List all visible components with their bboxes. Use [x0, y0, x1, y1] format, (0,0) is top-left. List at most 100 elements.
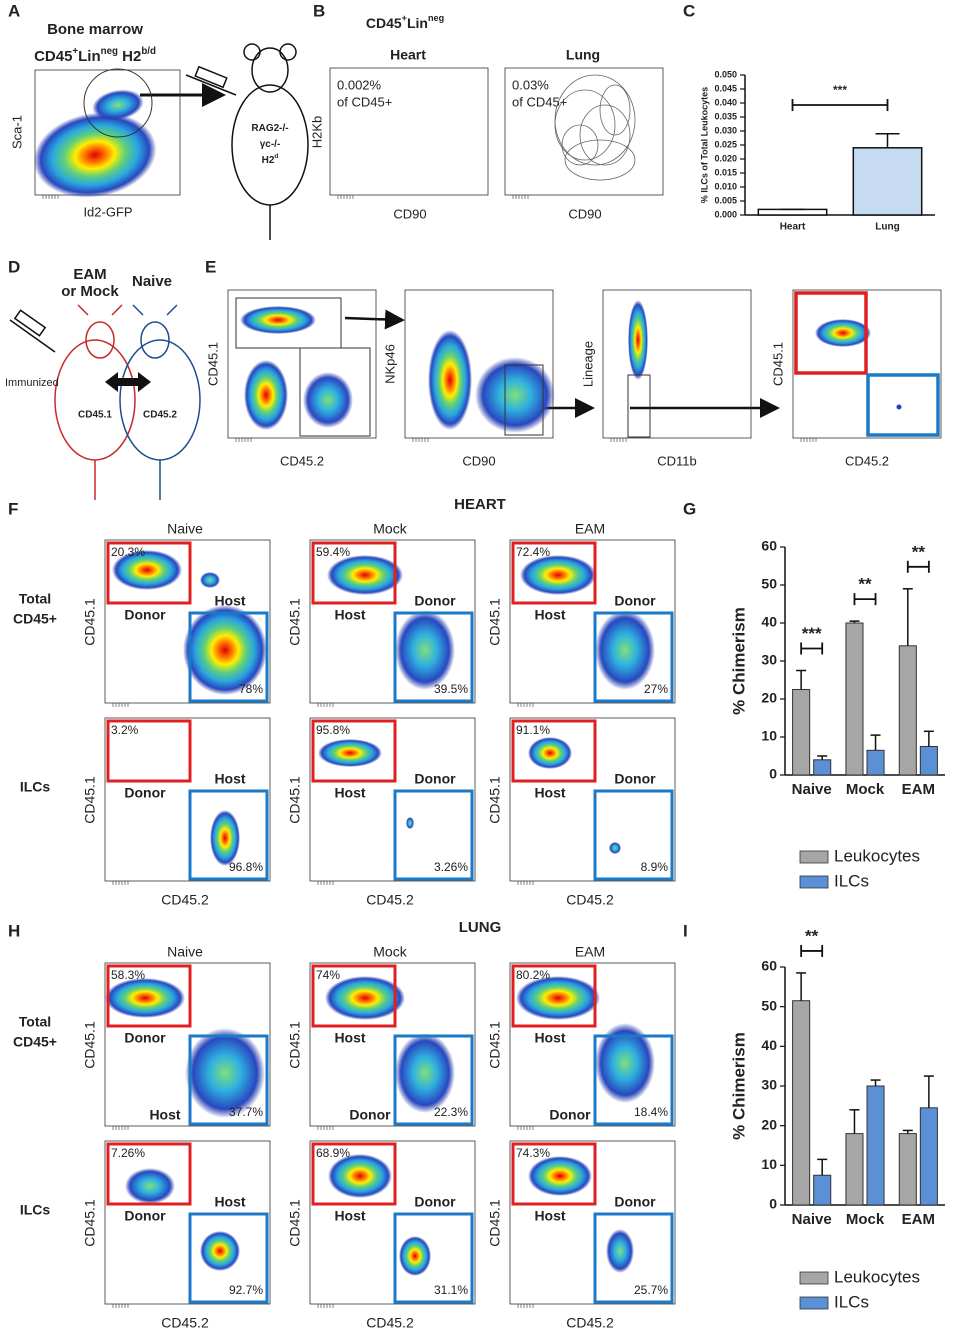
- label: CD45.1: [205, 342, 220, 386]
- contour: [599, 84, 631, 136]
- panel-letter: H: [8, 921, 20, 940]
- text-part: CD45: [34, 48, 72, 65]
- y-tick-label: 0.000: [714, 209, 737, 219]
- label: CD45+Linneg H2b/d: [34, 46, 156, 65]
- label: 31.1%: [434, 1283, 468, 1297]
- plot-frame: [329, 67, 489, 196]
- density: [815, 319, 871, 347]
- density: [399, 1236, 431, 1276]
- label: 78%: [239, 682, 263, 696]
- label: CD45.1: [770, 342, 785, 386]
- mouse-illustration: [185, 43, 309, 240]
- density: [595, 1023, 655, 1103]
- density: [528, 1156, 592, 1196]
- text-part: Lin: [407, 15, 428, 31]
- gate: [593, 1034, 674, 1126]
- plot-frame: [309, 717, 476, 882]
- label: Donor: [124, 1030, 166, 1046]
- bar: [866, 1085, 885, 1206]
- label: 0.03%: [512, 77, 549, 92]
- label: CD45.1: [82, 776, 98, 824]
- gate: [106, 719, 192, 783]
- y-tick-label: 20: [761, 1116, 777, 1132]
- density: [210, 810, 240, 866]
- legend-label: Leukocytes: [834, 1267, 920, 1286]
- label: % ILCs of Total Leukocytes: [699, 87, 709, 203]
- label: CD45.1: [287, 598, 303, 646]
- density: [244, 360, 288, 430]
- legend-swatch: [799, 875, 829, 889]
- label: 74.3%: [516, 1146, 550, 1160]
- text-part: +: [402, 13, 407, 23]
- label: CD45.2: [143, 410, 177, 421]
- y-tick-label: 0.010: [714, 181, 737, 191]
- label: 25.7%: [634, 1283, 668, 1297]
- panel-letter: D: [8, 257, 20, 276]
- label: 7.26%: [111, 1146, 145, 1160]
- panel-letter: A: [8, 1, 20, 20]
- density: [520, 555, 596, 595]
- gate: [393, 1034, 474, 1126]
- label: Host: [534, 1208, 565, 1224]
- gate: [188, 611, 269, 703]
- label: Host: [334, 785, 365, 801]
- parabiosis-illustration: [9, 304, 201, 500]
- label: Donor: [349, 1107, 391, 1123]
- gate: [311, 1142, 397, 1206]
- label: HEART: [454, 496, 506, 513]
- density: [183, 605, 267, 695]
- plot-frame: [602, 289, 752, 439]
- y-tick-label: 10: [761, 1156, 777, 1172]
- gate: [311, 719, 397, 783]
- plot-frame: [792, 289, 942, 439]
- gate: [299, 347, 371, 437]
- plot-frame: [104, 717, 271, 882]
- y-tick-label: 0.040: [714, 97, 737, 107]
- plot-frame: [309, 962, 476, 1127]
- x-tick-label: EAM: [902, 1211, 935, 1228]
- significance: **: [805, 926, 819, 945]
- text-part: +: [72, 46, 78, 57]
- panel-letter: B: [313, 1, 325, 20]
- label: 58.3%: [111, 968, 145, 982]
- label: 22.3%: [434, 1105, 468, 1119]
- density: [125, 1168, 175, 1204]
- label: Host: [214, 771, 245, 787]
- panel-letter: C: [683, 1, 695, 20]
- label: Mock: [373, 944, 407, 960]
- label: % Chimerism: [729, 607, 748, 715]
- legend-swatch: [799, 1271, 829, 1285]
- label: Host: [334, 1208, 365, 1224]
- label: 0.002%: [337, 77, 382, 92]
- gate: [511, 719, 597, 783]
- label: Donor: [414, 593, 456, 609]
- label: ILCs: [20, 1202, 51, 1218]
- text-part: neg: [428, 13, 444, 23]
- text-part: CD45: [366, 15, 402, 31]
- label: 91.1%: [516, 723, 550, 737]
- label: 37.7%: [229, 1105, 263, 1119]
- label: CD45.2: [566, 892, 614, 908]
- label: Donor: [614, 771, 656, 787]
- bar: [845, 622, 864, 776]
- label: Naive: [132, 273, 172, 290]
- label: CD45.1: [287, 1021, 303, 1069]
- plot-frame: [509, 539, 676, 704]
- y-tick-label: 60: [761, 958, 777, 974]
- gate: [83, 68, 153, 138]
- label: Host: [534, 1030, 565, 1046]
- label: CD45.1: [487, 598, 503, 646]
- label: EAM: [73, 266, 106, 283]
- density: [105, 978, 185, 1018]
- gate: [311, 541, 397, 605]
- label: Donor: [124, 1208, 166, 1224]
- label: CD45.2: [280, 453, 324, 468]
- bar: [813, 759, 832, 776]
- y-tick-label: 0.035: [714, 111, 737, 121]
- label: H2d: [262, 153, 279, 165]
- gate: [593, 611, 674, 703]
- legend-swatch: [799, 1296, 829, 1310]
- bar: [898, 645, 917, 776]
- label: Host: [534, 607, 565, 623]
- label: EAM: [575, 521, 605, 537]
